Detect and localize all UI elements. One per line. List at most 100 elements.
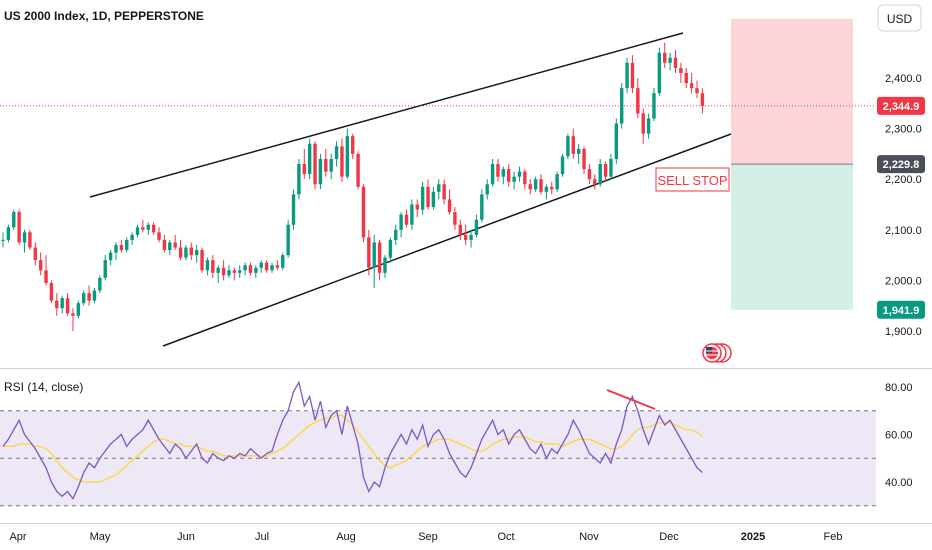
candle-body[interactable] — [194, 250, 199, 256]
candle-body[interactable] — [668, 57, 672, 63]
candle-body[interactable] — [458, 224, 462, 235]
candle-body[interactable] — [157, 232, 161, 240]
candle-body[interactable] — [533, 179, 538, 190]
candle-body[interactable] — [587, 169, 592, 180]
candle-body[interactable] — [119, 244, 124, 251]
candle-body[interactable] — [560, 156, 565, 175]
candle-body[interactable] — [227, 270, 231, 276]
candle-body[interactable] — [254, 267, 258, 273]
candle-body[interactable] — [663, 52, 667, 63]
candle-body[interactable] — [221, 267, 226, 276]
candle-body[interactable] — [141, 227, 145, 230]
candle-body[interactable] — [243, 265, 247, 271]
candle-body[interactable] — [259, 262, 263, 268]
candle-body[interactable] — [673, 57, 678, 68]
candle-body[interactable] — [28, 232, 32, 248]
candle-body[interactable] — [189, 247, 193, 256]
candle-body[interactable] — [82, 293, 86, 304]
candle-body[interactable] — [49, 282, 54, 301]
candle-body[interactable] — [329, 158, 333, 172]
rsi-axis[interactable]: 80.00 60.00 40.00 — [885, 382, 913, 489]
candle-body[interactable] — [286, 224, 290, 256]
candle-body[interactable] — [609, 158, 613, 177]
candle-body[interactable] — [345, 136, 350, 177]
candle-body[interactable] — [544, 186, 549, 192]
candle-body[interactable] — [652, 93, 656, 119]
candle-body[interactable] — [76, 303, 81, 316]
candle-body[interactable] — [507, 169, 511, 182]
candle-body[interactable] — [22, 232, 27, 243]
candle-body[interactable] — [103, 260, 107, 278]
candle-body[interactable] — [453, 212, 457, 225]
candle-body[interactable] — [420, 186, 425, 210]
candle-body[interactable] — [146, 224, 150, 230]
candle-body[interactable] — [657, 52, 662, 94]
candle-body[interactable] — [523, 171, 527, 185]
candle-body[interactable] — [700, 93, 705, 106]
candle-body[interactable] — [87, 293, 91, 301]
currency-button[interactable]: USD — [877, 4, 922, 32]
candle-body[interactable] — [630, 62, 635, 89]
candle-body[interactable] — [372, 242, 376, 268]
candle-body[interactable] — [431, 191, 436, 208]
candle-body[interactable] — [307, 143, 312, 175]
candle-body[interactable] — [351, 136, 355, 154]
candle-body[interactable] — [555, 174, 559, 190]
candle-body[interactable] — [636, 88, 640, 114]
candle-body[interactable] — [55, 300, 59, 309]
candle-body[interactable] — [1, 239, 5, 241]
candle-body[interactable] — [313, 143, 317, 185]
candle-body[interactable] — [125, 239, 129, 251]
candle-body[interactable] — [334, 146, 339, 159]
candle-body[interactable] — [410, 204, 414, 225]
candle-body[interactable] — [33, 247, 37, 261]
candle-body[interactable] — [356, 153, 360, 187]
candle-body[interactable] — [383, 257, 387, 273]
candle-body[interactable] — [426, 186, 430, 208]
candle-body[interactable] — [275, 265, 280, 268]
candle-body[interactable] — [689, 83, 694, 89]
candle-body[interactable] — [399, 214, 403, 230]
candle-body[interactable] — [238, 270, 242, 273]
candle-body[interactable] — [641, 113, 645, 134]
candle-body[interactable] — [463, 234, 468, 240]
candle-body[interactable] — [646, 118, 651, 134]
candle-body[interactable] — [114, 244, 118, 253]
price-axis[interactable]: 2,400.0 2,300.0 2,200.0 2,100.0 2,000.0 1,900… — [885, 73, 922, 338]
candle-body[interactable] — [151, 224, 156, 233]
candle-body[interactable] — [571, 136, 575, 154]
candle-body[interactable] — [512, 176, 516, 182]
candle-body[interactable] — [162, 239, 167, 251]
candle-body[interactable] — [377, 242, 382, 273]
candle-body[interactable] — [200, 250, 204, 271]
candle-body[interactable] — [517, 171, 522, 177]
candle-body[interactable] — [71, 313, 75, 316]
candle-body[interactable] — [614, 123, 619, 159]
candle-body[interactable] — [264, 262, 269, 271]
candle-body[interactable] — [318, 158, 323, 185]
candle-body[interactable] — [44, 270, 48, 283]
candle-body[interactable] — [130, 234, 134, 240]
candle-body[interactable] — [480, 194, 484, 220]
candle-body[interactable] — [442, 184, 446, 200]
candle-body[interactable] — [447, 199, 452, 213]
time-axis[interactable]: Apr May Jun Jul Aug Sep Oct Nov Dec 2025 Feb — [9, 531, 842, 543]
candle-body[interactable] — [6, 227, 11, 240]
candle-body[interactable] — [168, 242, 172, 251]
candle-body[interactable] — [496, 164, 500, 177]
take-profit-zone[interactable] — [731, 164, 853, 310]
candle-body[interactable] — [324, 158, 328, 172]
candle-body[interactable] — [437, 184, 441, 192]
candle-body[interactable] — [270, 265, 274, 271]
candle-body[interactable] — [340, 146, 344, 177]
candle-body[interactable] — [297, 164, 301, 195]
candle-body[interactable] — [178, 247, 183, 258]
candle-body[interactable] — [92, 290, 97, 301]
candle-body[interactable] — [528, 184, 532, 190]
candle-body[interactable] — [415, 204, 419, 210]
candle-body[interactable] — [248, 265, 253, 273]
candle-body[interactable] — [232, 270, 237, 273]
candle-body[interactable] — [302, 164, 306, 175]
candle-body[interactable] — [576, 148, 581, 154]
candle-body[interactable] — [281, 255, 285, 268]
